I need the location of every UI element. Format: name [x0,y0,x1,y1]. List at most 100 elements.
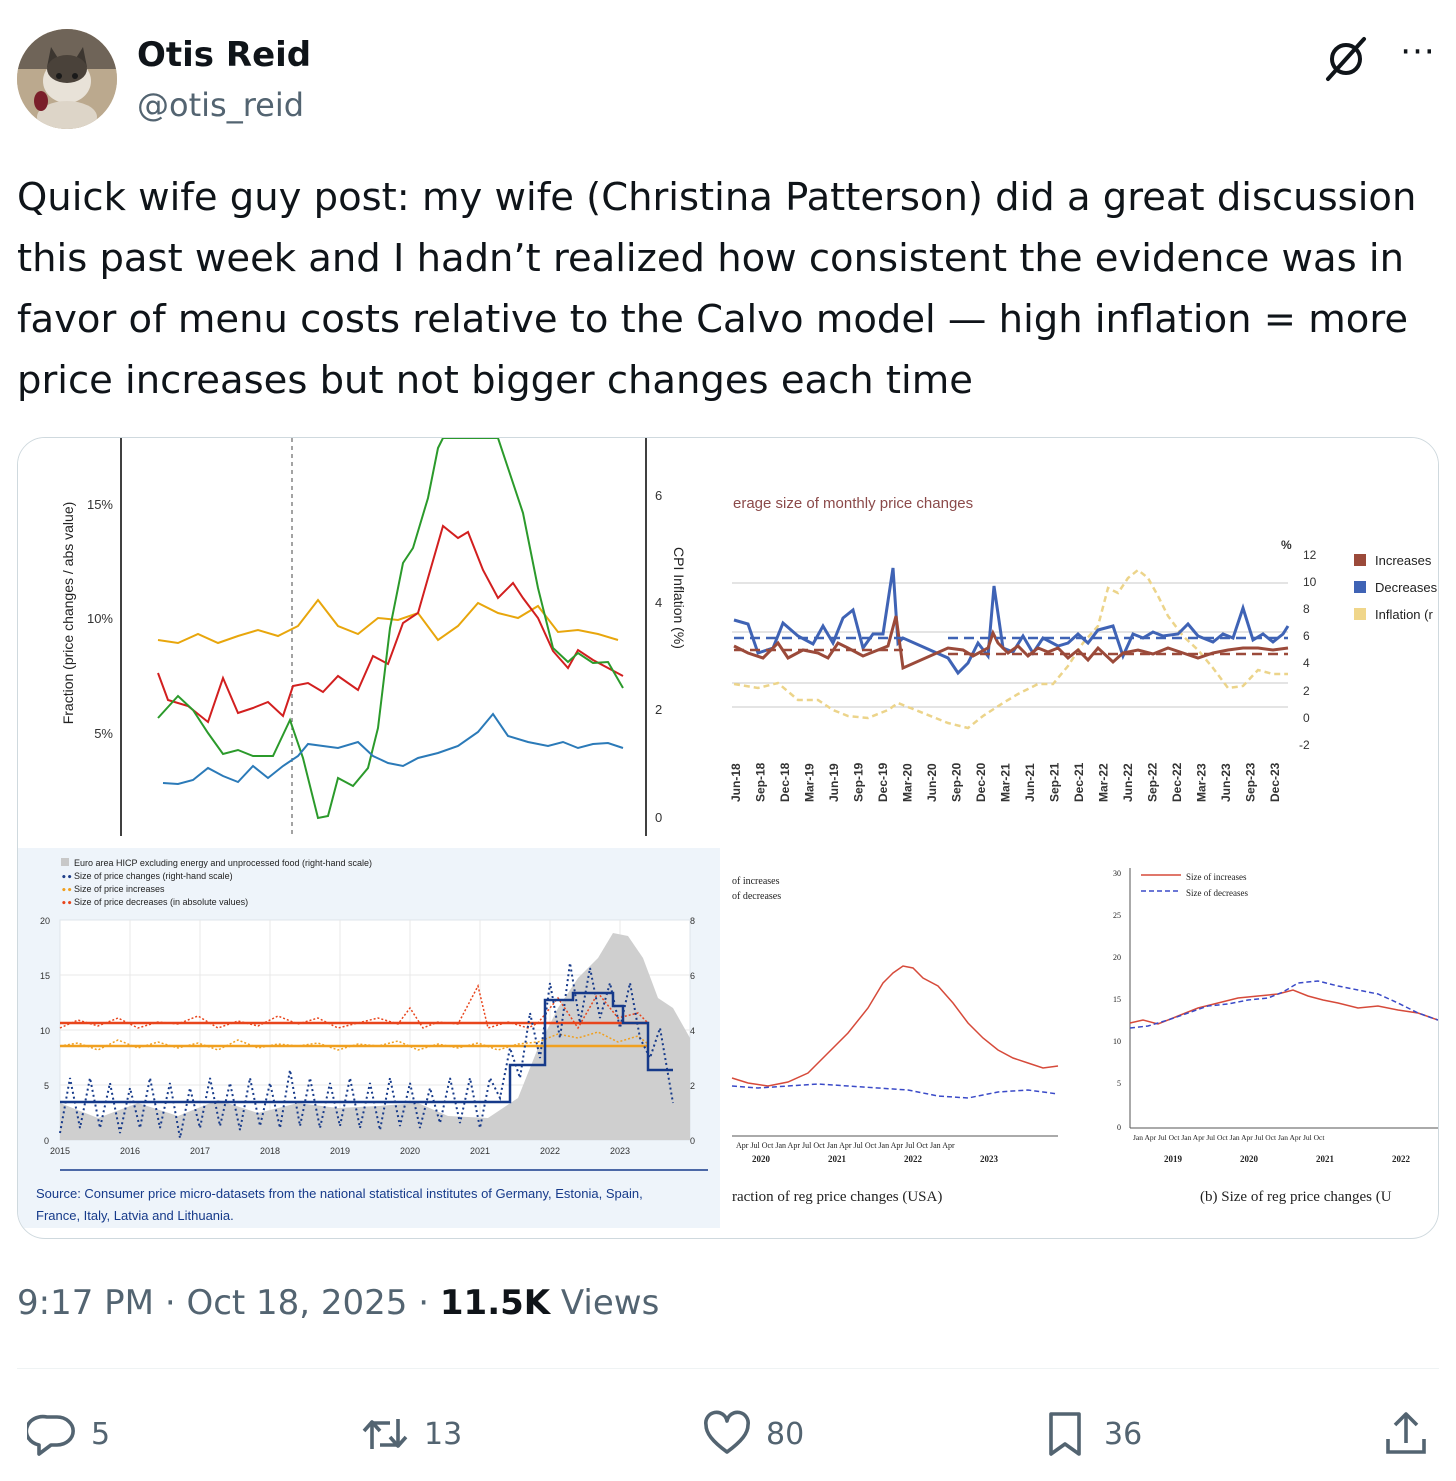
panel2-x-tick: Dec-19 [876,762,890,802]
panel5-legend-increases: Size of increases [1186,872,1247,882]
media-collage[interactable]: Fraction (price changes / abs value) CPI… [17,437,1439,1239]
views-label: Views [560,1283,660,1323]
panel2-series-decreases [733,567,1290,676]
panel1-left-ticks: 15% 10% 5% [87,497,113,741]
reply-count: 5 [91,1416,111,1452]
grok-icon[interactable] [1322,35,1370,83]
svg-text:30: 30 [1113,869,1121,878]
panel2-x-tick: Sep-23 [1244,762,1258,802]
panel5-y-ticks: 30 25 20 15 10 5 0 [1113,869,1121,1132]
svg-text:2022: 2022 [904,1154,923,1164]
panel3-series-size-dotted [59,962,674,1139]
panel2-tick-8: 8 [1303,602,1310,616]
panel2-x-ticks: Jun-18 Sep-18 Dec-18 Mar-19 Jun-19 Sep-19 Dec-… [729,762,1282,802]
panel2-x-tick: Jun-21 [1023,763,1037,802]
svg-text:2: 2 [690,1081,695,1091]
panel3-x-tick: 2019 [330,1146,350,1156]
chart-panel-2: erage size of monthly price changes % 12… [729,438,1438,840]
panel5-caption: (b) Size of reg price changes (U [1200,1189,1392,1205]
bookmark-button[interactable]: 36 [1040,1404,1142,1464]
svg-text:••: •• [61,886,73,896]
panel2-title: erage size of monthly price changes [733,495,973,512]
more-icon[interactable]: ··· [1400,32,1436,72]
panel2-legend-swatch-increases [1354,554,1366,566]
avatar[interactable] [17,29,117,129]
svg-text:2020: 2020 [752,1154,771,1164]
panel3-legend-decreases: Size of price decreases (in absolute val… [74,897,248,907]
panel3-x-tick: 2015 [50,1146,70,1156]
reply-icon [27,1414,75,1456]
panel3-legend-size: Size of price changes (right-hand scale) [74,871,233,881]
panel2-x-tick: Jun-19 [827,763,841,802]
panel1-ylabel-right: CPI Inflation (%) [671,547,687,649]
panel2-tick-10: 10 [1303,575,1317,589]
svg-text:6: 6 [690,971,695,981]
panel2-tick-6: 6 [1303,629,1310,643]
panel2-tick-neg2: -2 [1299,738,1310,752]
panel3-x-tick: 2022 [540,1146,560,1156]
repost-button[interactable]: 13 [360,1404,462,1464]
panel1-series-yellow [157,598,619,645]
panel4-legend-decreases: of decreases [732,891,781,902]
bookmark-count: 36 [1104,1416,1143,1452]
panel2-unit: % [1281,538,1292,552]
panel2-tick-4: 4 [1303,656,1310,670]
reply-button[interactable]: 5 [27,1404,110,1464]
panel2-legend-decreases: Decreases [1375,580,1438,595]
panel2-x-tick: Jun-18 [729,763,743,802]
svg-text:2021: 2021 [828,1154,847,1164]
panel3-x-ticks: 2015 2016 2017 2018 2019 2020 2021 2022 2023 [50,1146,630,1156]
panel5-months: Jan Apr Jul Oct Jan Apr Jul Oct Jan Apr … [1133,1133,1325,1142]
post-date[interactable]: Oct 18, 2025 [186,1283,408,1323]
meta-separator-2: · [418,1283,440,1323]
panel2-x-tick: Jun-20 [925,763,939,802]
panel5-series-decreases [1129,980,1438,1029]
panel3-source-2: France, Italy, Latvia and Lithuania. [36,1208,234,1223]
divider [17,1368,1439,1369]
panel1-tick-15: 15% [87,497,113,512]
panel3-x-tick: 2020 [400,1146,420,1156]
chart-panel-4: of increases of decreases Apr Jul Oct Ja… [728,848,1098,1228]
panel4-legend-increases: of increases [732,876,780,887]
panel2-tick-2: 2 [1303,684,1310,698]
panel2-x-tick: Dec-23 [1268,762,1282,802]
panel3-x-tick: 2016 [120,1146,140,1156]
panel3-source: Source: Consumer price micro-datasets fr… [36,1186,643,1201]
svg-text:20: 20 [1113,953,1121,962]
panel2-x-tick: Sep-21 [1048,762,1062,802]
author-name[interactable]: Otis Reid [137,35,312,75]
panel3-x-tick: 2018 [260,1146,280,1156]
panel1-rtick-2: 2 [655,702,662,717]
author-handle[interactable]: @otis_reid [137,86,305,124]
svg-text:15: 15 [1113,995,1121,1004]
panel4-months: Apr Jul Oct Jan Apr Jul Oct Jan Apr Jul … [736,1141,955,1150]
post-time[interactable]: 9:17 PM [17,1283,154,1323]
like-count: 80 [766,1416,805,1452]
svg-text:25: 25 [1113,911,1121,920]
panel2-x-tick: Mar-22 [1097,763,1111,802]
share-button[interactable] [1381,1404,1445,1464]
views-count: 11.5K [439,1283,551,1323]
svg-text:2022: 2022 [1392,1154,1411,1164]
panel2-series-increases [733,615,1289,671]
like-button[interactable]: 80 [702,1404,804,1464]
panel2-legend-swatch-decreases [1354,581,1366,593]
svg-text:0: 0 [44,1136,49,1146]
panel5-legend-decreases: Size of decreases [1186,888,1248,898]
svg-text:10: 10 [1113,1037,1121,1046]
panel2-right-ticks: 12 10 8 6 4 2 0 -2 [1299,548,1317,752]
panel1-rtick-0: 0 [655,810,662,825]
svg-text:5: 5 [1117,1079,1121,1088]
panel5-series-increases [1129,989,1438,1025]
chart-panel-5: 30 25 20 15 10 5 0 Size of increases Siz… [1100,848,1438,1228]
share-icon [1386,1412,1426,1454]
repost-icon [362,1419,408,1449]
panel1-series-red [157,524,624,724]
like-icon [704,1410,750,1454]
panel4-series-decreases [731,1083,1059,1099]
panel3-hicp-area [60,933,690,1140]
svg-text:15: 15 [40,971,50,981]
post-text: Quick wife guy post: my wife (Christina … [17,175,1417,403]
panel1-rtick-4: 4 [655,595,662,610]
meta-separator: · [164,1283,187,1323]
